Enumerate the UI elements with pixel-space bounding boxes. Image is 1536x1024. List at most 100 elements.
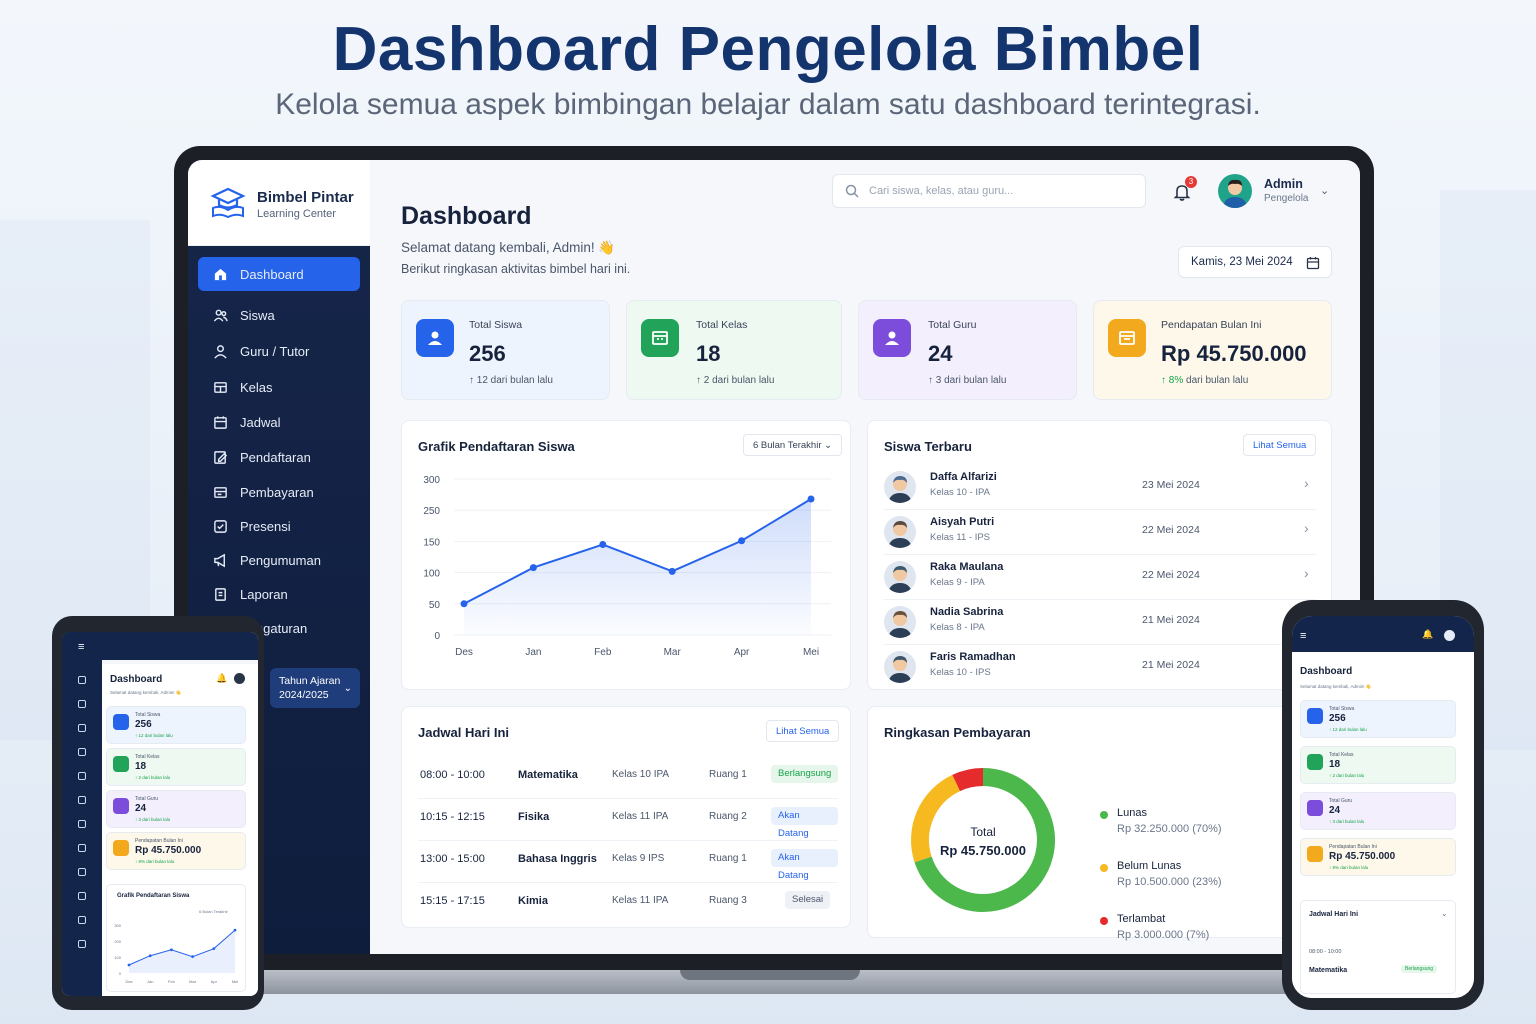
sidebar-item-presensi[interactable]: Presensi — [198, 509, 360, 543]
money-icon — [1108, 319, 1146, 357]
stat-card-pendapatan[interactable]: Pendapatan Bulan Ini Rp 45.750.000 ↑ 8% … — [1093, 300, 1332, 400]
mini-stat-guru[interactable]: Total Guru 24 ↑ 3 dari bulan lalu — [106, 790, 246, 828]
sidebar-nav-icon[interactable] — [78, 892, 86, 900]
avatar[interactable] — [234, 673, 245, 684]
table-row[interactable]: Nadia Sabrina Kelas 8 - IPA 21 Mei 2024 — [884, 600, 1316, 645]
sidebar-item-siswa[interactable]: Siswa — [198, 298, 360, 332]
stat-card-kelas[interactable]: Total Kelas 18 ↑ 2 dari bulan lalu — [626, 300, 842, 400]
sidebar-nav-icon[interactable] — [78, 748, 86, 756]
student-name: Daffa Alfarizi — [930, 471, 997, 483]
schedule-subject: Bahasa Inggris — [518, 853, 597, 865]
sidebar-nav-icon[interactable] — [78, 916, 86, 924]
data-point[interactable] — [668, 567, 676, 575]
mini-stat-pendapatan[interactable]: Pendapatan Bulan Ini Rp 45.750.000 ↑ 8% da… — [1300, 838, 1456, 876]
chevron-down-icon[interactable]: ⌄ — [1441, 909, 1448, 918]
sidebar-item-label: Pengumuman — [240, 552, 321, 568]
bell-icon[interactable]: 🔔 — [216, 673, 228, 683]
student-name: Aisyah Putri — [930, 516, 995, 528]
date-picker[interactable]: Kamis, 23 Mei 2024 — [1178, 246, 1332, 278]
mini-stat-kelas[interactable]: Total Kelas 18 ↑ 2 dari bulan lalu — [1300, 746, 1456, 784]
menu-icon[interactable]: ≡ — [78, 641, 85, 653]
avatar[interactable] — [1444, 630, 1455, 641]
sidebar-nav-icon[interactable] — [78, 796, 86, 804]
table-row[interactable]: Faris Ramadhan Kelas 10 - IPS 21 Mei 2024 — [884, 645, 1316, 690]
student-class: Kelas 10 - IPS — [930, 667, 991, 678]
menu-icon[interactable]: ≡ — [1300, 630, 1307, 642]
table-row[interactable]: Daffa Alfarizi Kelas 10 - IPA 23 Mei 2024 › — [884, 465, 1316, 510]
data-point — [212, 947, 216, 951]
chevron-right-icon[interactable]: › — [1304, 565, 1309, 581]
donut-slice[interactable] — [914, 768, 1055, 912]
data-point[interactable] — [738, 537, 746, 545]
sidebar-nav-icon[interactable] — [78, 820, 86, 828]
sidebar-item-label: Presensi — [240, 518, 291, 534]
sidebar-nav-icon[interactable] — [78, 868, 86, 876]
schedule-class: Kelas 9 IPS — [612, 853, 665, 864]
data-point[interactable] — [599, 541, 607, 549]
data-point[interactable] — [807, 495, 815, 503]
sidebar-nav-icon[interactable] — [78, 940, 86, 948]
sidebar-item-laporan[interactable]: Laporan — [198, 577, 360, 611]
table-row[interactable]: 08:00 - 10:00 Matematika Kelas 10 IPA Ruang… — [418, 757, 839, 799]
mini-stat-siswa[interactable]: Total Siswa 256 ↑ 12 dari bulan lalu — [1300, 700, 1456, 738]
stat-label: Total Kelas — [696, 319, 748, 331]
stat-label: Total Guru — [928, 319, 977, 331]
search-input[interactable]: Cari siswa, kelas, atau guru... — [832, 174, 1146, 208]
stat-card-guru[interactable]: Total Guru 24 ↑ 3 dari bulan lalu — [858, 300, 1077, 400]
sidebar-nav-icon[interactable] — [78, 724, 86, 732]
mini-stat-value: 24 — [1329, 805, 1341, 816]
table-row[interactable]: Raka Maulana Kelas 9 - IPA 22 Mei 2024 › — [884, 555, 1316, 600]
bell-icon[interactable]: 🔔 — [1422, 629, 1434, 639]
sidebar-item-label: Dashboard — [240, 266, 304, 282]
x-tick-label: Mar — [664, 647, 682, 658]
data-point[interactable] — [529, 564, 537, 572]
chevron-right-icon[interactable]: › — [1304, 520, 1309, 536]
hero-subtitle: Kelola semua aspek bimbingan belajar dal… — [275, 88, 1261, 121]
sidebar-item-kelas[interactable]: Kelas — [198, 370, 360, 404]
tablet-topbar — [62, 632, 258, 660]
sidebar-nav-icon[interactable] — [78, 772, 86, 780]
sidebar-item-pengumuman[interactable]: Pengumuman — [198, 543, 360, 577]
laptop-notch — [680, 970, 860, 980]
schedule-subject: Kimia — [518, 895, 548, 907]
donut-slice[interactable] — [911, 774, 961, 863]
sidebar-nav-icon[interactable] — [78, 676, 86, 684]
sidebar-item-guru[interactable]: Guru / Tutor — [198, 334, 360, 368]
data-point[interactable] — [460, 600, 468, 608]
schedule-time: 13:00 - 15:00 — [420, 853, 485, 865]
tablet-title: Dashboard — [110, 674, 163, 685]
period-select[interactable]: 6 Bulan Terakhir ⌄ — [743, 434, 843, 456]
mini-stat-kelas[interactable]: Total Kelas 18 ↑ 2 dari bulan lalu — [106, 748, 246, 786]
chevron-down-icon[interactable]: ⌄ — [1320, 185, 1330, 197]
table-row[interactable]: 13:00 - 15:00 Bahasa Inggris Kelas 9 IPS Ru… — [418, 841, 838, 883]
current-date: Kamis, 23 Mei 2024 — [1191, 256, 1293, 268]
donut-slice[interactable] — [952, 768, 984, 792]
bell-icon[interactable] — [1172, 182, 1192, 202]
chevron-right-icon[interactable]: › — [1304, 475, 1309, 491]
academic-year-select[interactable]: Tahun Ajaran 2024/2025 ⌄ — [270, 668, 360, 708]
sidebar-nav-icon[interactable] — [78, 700, 86, 708]
admin-avatar[interactable] — [1218, 174, 1252, 208]
legend-value: Rp 3.000.000 (7%) — [1117, 929, 1210, 941]
sidebar-nav-icon[interactable] — [78, 844, 86, 852]
sidebar-item-jadwal[interactable]: Jadwal — [198, 405, 360, 439]
table-row[interactable]: 15:15 - 17:15 Kimia Kelas 11 IPA Ruang 3 Sel… — [418, 883, 838, 925]
user-icon — [212, 343, 228, 359]
x-tick-label: Mei — [803, 647, 819, 658]
table-row[interactable]: Aisyah Putri Kelas 11 - IPS 22 Mei 2024 › — [884, 510, 1316, 555]
mini-stat-pendapatan[interactable]: Pendapatan Bulan Ini Rp 45.750.000 ↑ 8% da… — [106, 832, 246, 870]
period-select-value: 6 Bulan Terakhir — [753, 439, 822, 451]
table-row[interactable]: 10:15 - 12:15 Fisika Kelas 11 IPA Ruang 2 Ak… — [418, 799, 838, 841]
sidebar-item-dashboard[interactable]: Dashboard — [198, 257, 360, 291]
stat-card-siswa[interactable]: Total Siswa 256 ↑ 12 dari bulan lalu — [401, 300, 610, 400]
see-all-schedule-button[interactable]: Lihat Semua — [766, 720, 840, 742]
sidebar-item-pembayaran[interactable]: Pembayaran — [198, 475, 360, 509]
see-all-students-button[interactable]: Lihat Semua — [1243, 434, 1317, 456]
x-tick-label: Des — [455, 647, 473, 658]
sidebar-item-pendaftaran[interactable]: Pendaftaran — [198, 440, 360, 474]
y-tick-label: 300 — [114, 923, 121, 928]
mini-stat-label: Total Guru — [1329, 798, 1353, 804]
mini-stat-guru[interactable]: Total Guru 24 ↑ 3 dari bulan lalu — [1300, 792, 1456, 830]
mini-stat-siswa[interactable]: Total Siswa 256 ↑ 12 dari bulan lalu — [106, 706, 246, 744]
brand[interactable]: Bimbel Pintar Learning Center — [188, 160, 370, 246]
